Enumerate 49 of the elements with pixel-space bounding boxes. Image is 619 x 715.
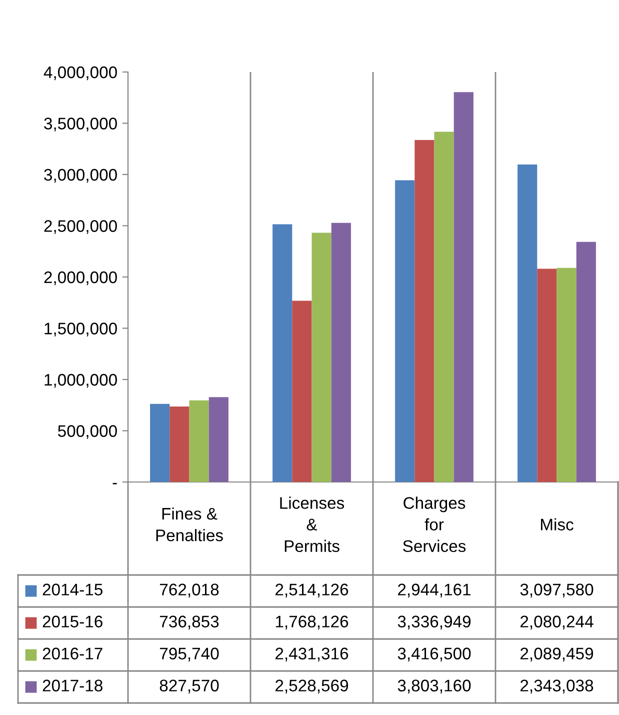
bar	[395, 180, 415, 482]
y-tick-label: 3,500,000	[44, 118, 117, 132]
data-label: 3,097,580	[520, 584, 594, 598]
y-tick-label: 3,000,000	[44, 168, 117, 183]
bar	[414, 140, 434, 482]
data-label: 3,336,949	[398, 616, 471, 630]
data-label: 1,768,126	[276, 616, 348, 630]
legend-label: 2016-17	[42, 648, 102, 660]
x-tick-label: Licenses & Permits	[280, 496, 344, 552]
data-label: 762,018	[160, 584, 219, 598]
x-tick-label: Charges for Services	[403, 496, 466, 552]
legend-label: 2014-15	[42, 584, 102, 596]
legend-label: 2017-18	[42, 680, 102, 692]
bar	[170, 406, 190, 482]
data-label: 2,431,316	[276, 648, 348, 662]
data-label: 3,416,500	[398, 648, 471, 662]
bar	[454, 92, 474, 482]
bar	[434, 132, 454, 482]
bar	[331, 222, 351, 482]
data-label: 827,570	[160, 680, 219, 694]
legend-label: 2015-16	[42, 616, 102, 628]
y-tick-label: 2,500,000	[44, 220, 117, 234]
bar	[150, 404, 170, 482]
y-tick-label: 500,000	[58, 425, 117, 439]
bar	[312, 232, 332, 482]
data-label: 3,803,160	[398, 680, 471, 694]
y-tick-label: 1,000,000	[44, 374, 117, 388]
data-label: 2,343,038	[520, 680, 594, 694]
data-label: 2,080,244	[520, 616, 594, 630]
y-tick-label: 4,000,000	[44, 66, 117, 80]
data-label: 795,740	[160, 648, 219, 662]
x-tick-label: Fines & Penalties	[156, 507, 223, 542]
data-label: 2,528,569	[276, 680, 348, 694]
bar	[576, 242, 596, 482]
bar	[208, 397, 228, 482]
data-label: 2,944,161	[398, 584, 471, 598]
bar	[292, 300, 312, 482]
bar	[272, 224, 292, 482]
data-label: 2,514,126	[276, 584, 348, 598]
y-tick-label: 1,500,000	[44, 322, 117, 336]
y-tick-label: -	[112, 482, 117, 484]
bar	[537, 268, 557, 482]
bar	[189, 400, 209, 482]
x-tick-label: Misc	[540, 518, 574, 530]
y-tick-label: 2,000,000	[44, 271, 117, 286]
bar	[518, 164, 538, 482]
data-label: 736,853	[160, 616, 219, 630]
data-label: 2,089,459	[520, 648, 594, 662]
bar	[556, 268, 576, 482]
